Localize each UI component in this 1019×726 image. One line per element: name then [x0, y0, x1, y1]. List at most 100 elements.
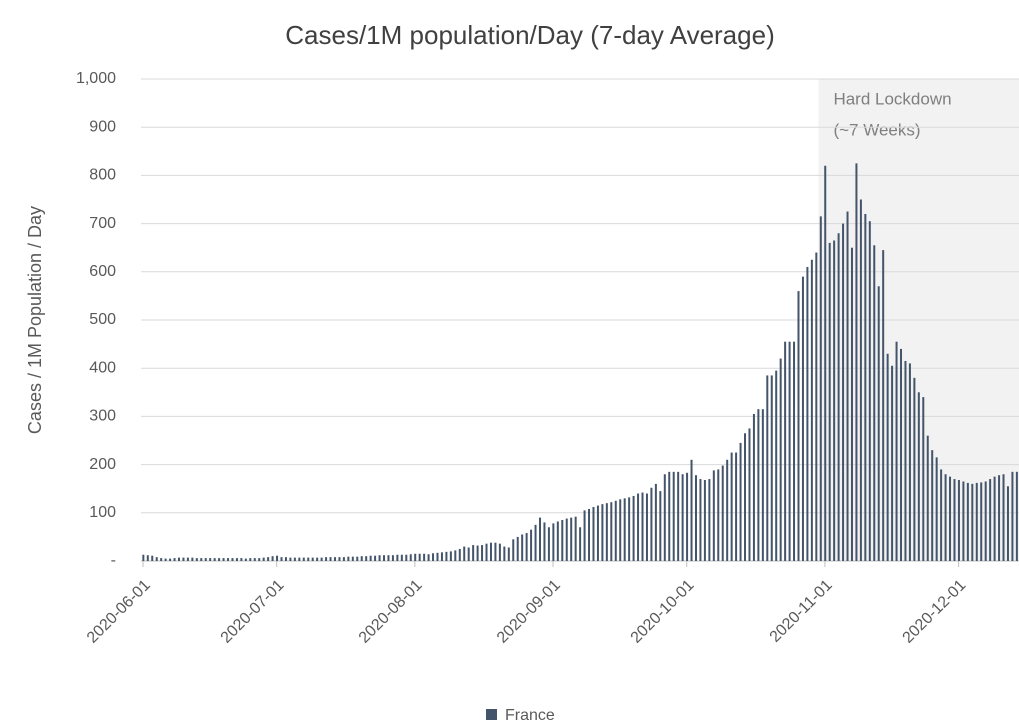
bar — [476, 545, 479, 561]
bar — [601, 504, 604, 561]
bar — [833, 240, 836, 561]
bar — [235, 558, 238, 561]
bar — [904, 360, 907, 561]
bar — [949, 476, 952, 561]
bar — [365, 556, 368, 561]
bar — [498, 543, 501, 561]
bar — [694, 475, 697, 561]
bar — [900, 348, 903, 561]
bar — [846, 211, 849, 562]
bar — [708, 479, 711, 561]
bar — [409, 554, 412, 561]
bar — [895, 341, 898, 561]
bar — [797, 291, 800, 561]
bar — [654, 483, 657, 561]
bar — [752, 413, 755, 561]
bar — [913, 377, 916, 561]
bar — [284, 557, 287, 561]
bar — [325, 557, 328, 561]
bar — [565, 518, 568, 561]
bar — [931, 450, 934, 561]
bar — [1015, 471, 1018, 561]
bar — [338, 557, 341, 561]
bar — [316, 557, 319, 561]
bar — [989, 479, 992, 561]
bar — [351, 556, 354, 561]
bar — [623, 498, 626, 561]
bar — [699, 479, 702, 561]
bar — [690, 459, 693, 561]
bar — [423, 553, 426, 561]
bar — [641, 492, 644, 561]
bar — [516, 536, 519, 561]
bar — [984, 481, 987, 561]
bar — [267, 557, 270, 561]
bar — [637, 493, 640, 561]
bar — [993, 476, 996, 561]
bar — [485, 543, 488, 561]
bar — [463, 546, 466, 561]
bar — [177, 557, 180, 561]
bar — [859, 199, 862, 561]
bar — [182, 557, 185, 561]
bar — [645, 493, 648, 561]
bar — [810, 259, 813, 561]
bar — [231, 558, 234, 561]
bar — [436, 552, 439, 561]
bar — [1011, 471, 1014, 561]
bar — [850, 247, 853, 561]
bar — [891, 365, 894, 561]
bar — [204, 558, 207, 561]
annotation: (~7 Weeks) — [833, 120, 920, 139]
legend-swatch — [486, 709, 497, 720]
bar — [293, 557, 296, 561]
bar — [971, 483, 974, 561]
x-tick-label: 2020-10-01 — [628, 577, 698, 647]
bar — [391, 555, 394, 561]
bar — [855, 163, 858, 561]
bar — [712, 470, 715, 561]
bar — [534, 524, 537, 561]
bar — [146, 555, 149, 561]
bar — [735, 452, 738, 561]
bar — [369, 555, 372, 561]
bar — [191, 557, 194, 561]
bar — [739, 442, 742, 561]
bar — [793, 341, 796, 561]
bar — [449, 551, 452, 561]
bar — [596, 505, 599, 561]
bar — [721, 465, 724, 561]
bar — [445, 551, 448, 561]
bar — [222, 558, 225, 561]
y-tick-label: 1,000 — [76, 70, 116, 87]
y-tick-label: 700 — [89, 215, 116, 232]
bar — [213, 558, 216, 561]
bar — [543, 522, 546, 561]
bar — [530, 529, 533, 561]
bar — [538, 517, 542, 561]
bar — [726, 459, 729, 561]
bar — [432, 553, 435, 561]
bar — [507, 547, 510, 561]
bar — [917, 392, 920, 561]
bar — [583, 510, 586, 561]
bar — [227, 558, 230, 561]
bar — [311, 557, 314, 561]
bar — [418, 553, 421, 561]
bar — [489, 542, 492, 561]
bar — [160, 558, 163, 561]
y-tick-label: 500 — [89, 311, 116, 328]
bar — [342, 557, 345, 561]
bar — [494, 542, 497, 561]
bar — [374, 555, 377, 561]
bar — [717, 469, 720, 561]
bar — [1002, 474, 1005, 561]
bar — [360, 556, 363, 561]
y-tick-label: 800 — [89, 167, 116, 184]
bar — [940, 469, 943, 561]
bar — [387, 555, 390, 561]
annotation: Hard Lockdown — [833, 89, 951, 108]
bar — [396, 554, 399, 561]
bar — [521, 534, 524, 561]
bar — [632, 495, 635, 561]
